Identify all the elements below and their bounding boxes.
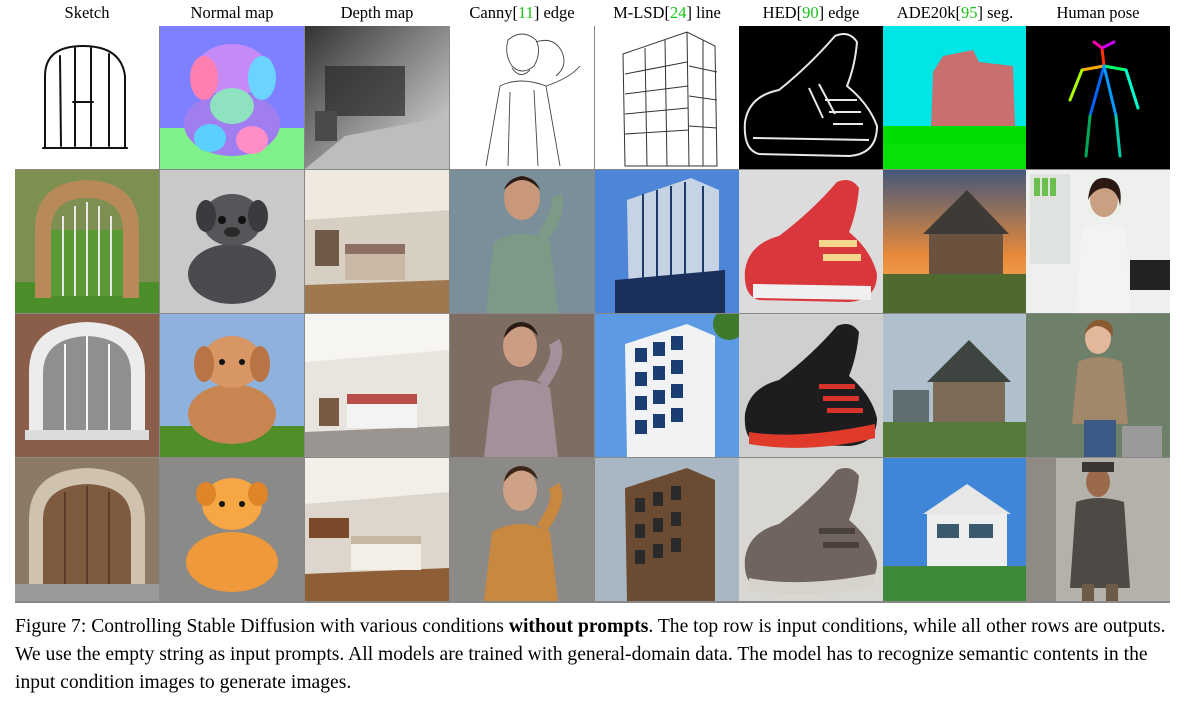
- normal-map-output-image: [160, 458, 304, 601]
- mlsd-line-output-image: [595, 170, 739, 313]
- canny-edge-condition-image: [450, 26, 594, 169]
- citation-link[interactable]: 90: [802, 3, 819, 22]
- ade20k-segmentation-output-image: [883, 170, 1027, 313]
- hed-edge-output-image: [739, 458, 883, 601]
- citation-link[interactable]: 95: [960, 3, 978, 22]
- human-pose-output-image: [1026, 170, 1170, 313]
- human-pose-output-image: [1026, 458, 1170, 601]
- human-pose-output-image: [1026, 314, 1170, 457]
- depth-map-output-image: [305, 170, 449, 313]
- canny-edge-output-image: [450, 170, 594, 313]
- normal-map-output-image: [160, 170, 304, 313]
- depth-map-condition-image: [305, 26, 449, 169]
- hed-edge-output-image: [739, 314, 883, 457]
- human-pose-condition-image: [1026, 26, 1170, 169]
- depth-map-output-image: [305, 458, 449, 601]
- hed-edge-condition-image: [739, 26, 883, 169]
- ade20k-segmentation-output-image: [883, 458, 1027, 601]
- column-headers: Sketch Normal map Depth map Canny[11] ed…: [15, 0, 1170, 26]
- citation-link[interactable]: 11: [517, 3, 534, 22]
- citation-link[interactable]: 24: [669, 3, 687, 22]
- header-normal-map: Normal map: [190, 3, 274, 22]
- mlsd-line-output-image: [595, 458, 739, 601]
- sketch-output-image: [15, 170, 159, 313]
- sketch-output-image: [15, 314, 159, 457]
- depth-map-output-image: [305, 314, 449, 457]
- mlsd-line-condition-image: [595, 26, 739, 169]
- normal-map-condition-image: [160, 26, 304, 169]
- canny-edge-output-image: [450, 458, 594, 601]
- ade20k-segmentation-condition-image: [883, 26, 1027, 169]
- mlsd-line-output-image: [595, 314, 739, 457]
- header-sketch: Sketch: [64, 3, 110, 22]
- header-depth-map: Depth map: [340, 3, 414, 22]
- ade20k-segmentation-output-image: [883, 314, 1027, 457]
- hed-edge-output-image: [739, 170, 883, 313]
- sketch-output-image: [15, 458, 159, 601]
- figure-caption: Figure 7: Controlling Stable Diffusion w…: [15, 616, 1166, 693]
- header-canny-edge: Canny[11] edge: [469, 3, 575, 22]
- header-hed-edge: HED[90] edge: [762, 3, 860, 22]
- header-ade20k-seg: ADE20k[95] seg.: [896, 3, 1014, 22]
- header-human-pose: Human pose: [1056, 3, 1140, 22]
- canny-edge-output-image: [450, 314, 594, 457]
- sketch-condition-image: [15, 26, 159, 169]
- image-grid: [15, 26, 1170, 603]
- normal-map-output-image: [160, 314, 304, 457]
- header-mlsd-line: M-LSD[24] line: [613, 3, 721, 22]
